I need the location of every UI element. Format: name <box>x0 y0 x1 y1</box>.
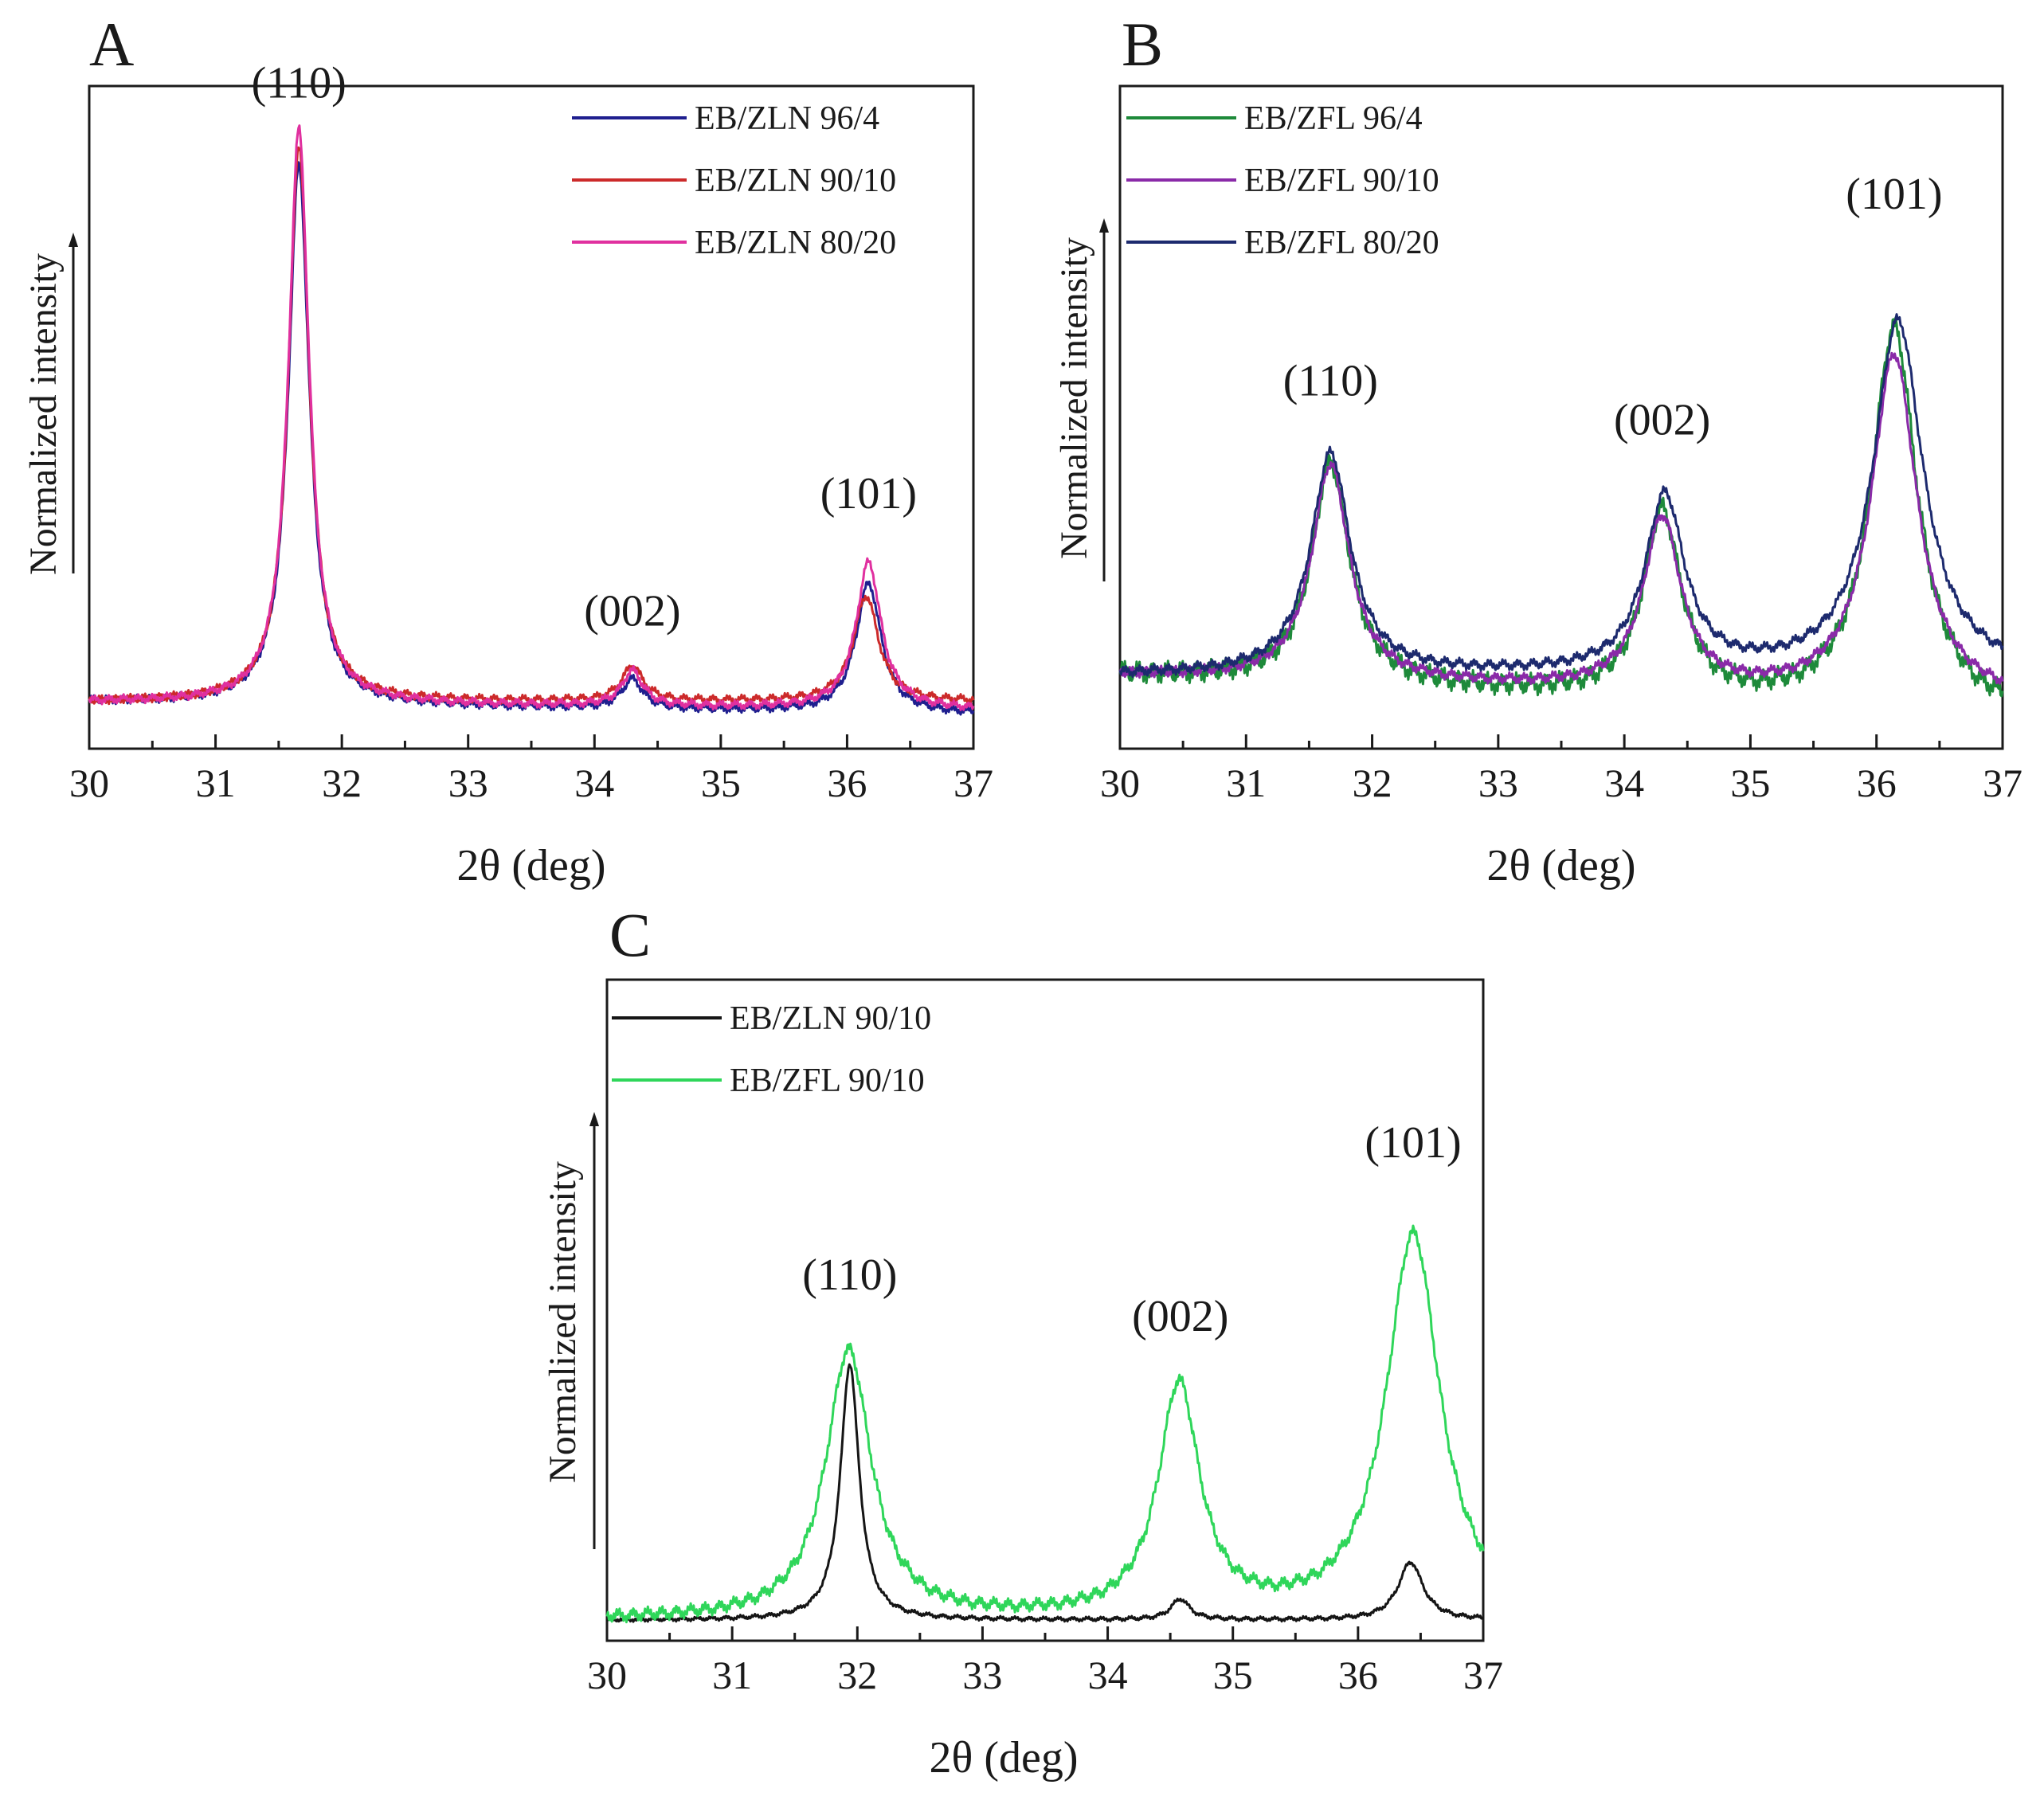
legend-label: EB/ZFL 90/10 <box>730 1062 925 1099</box>
x-tick-label: 37 <box>953 761 993 805</box>
x-tick-label: 35 <box>1730 761 1770 805</box>
x-tick-label: 30 <box>1100 761 1140 805</box>
peak-label: (002) <box>1614 396 1710 445</box>
panel-a: A 30 31 32 33 34 35 36 37 (110) (002) (101) EB/ZL… <box>22 10 993 890</box>
peak-label: (110) <box>252 59 347 108</box>
y-arrow-head-a <box>69 233 78 247</box>
x-tick-label: 36 <box>1857 761 1897 805</box>
legend-a: EB/ZLN 96/4 EB/ZLN 90/10 EB/ZLN 80/20 <box>572 100 896 261</box>
x-tick-label: 30 <box>587 1653 627 1697</box>
peak-label: (110) <box>1283 356 1378 405</box>
curves-c <box>605 1224 1485 1624</box>
x-tick-label: 37 <box>1463 1653 1503 1697</box>
peak-labels-c: (110) (002) (101) <box>802 1118 1461 1341</box>
peak-label: (002) <box>1132 1292 1228 1341</box>
peak-labels-a: (110) (002) (101) <box>252 59 917 636</box>
legend-label: EB/ZLN 90/10 <box>730 1000 931 1037</box>
legend-label: EB/ZLN 96/4 <box>695 100 879 137</box>
x-tick-label: 33 <box>448 761 488 805</box>
legend-label: EB/ZFL 96/4 <box>1244 100 1423 137</box>
peak-labels-b: (110) (002) (101) <box>1283 170 1943 444</box>
x-tick-label: 33 <box>962 1653 1002 1697</box>
peak-label: (101) <box>1365 1118 1461 1168</box>
y-arrow-head-b <box>1099 218 1109 233</box>
peak-label: (101) <box>1846 170 1942 219</box>
x-tick-label: 34 <box>1604 761 1644 805</box>
series-line <box>605 1224 1485 1624</box>
y-axis-c: Normalized intensity <box>542 1112 599 1549</box>
panel-b: B 30 31 32 33 34 35 36 37 (110) (002) (101) EB/ZF… <box>1053 10 2022 890</box>
x-tick-label: 35 <box>701 761 741 805</box>
peak-label: (101) <box>820 469 917 519</box>
x-axis-label-a: 2θ (deg) <box>457 841 606 890</box>
x-tick-label: 35 <box>1213 1653 1253 1697</box>
legend-b: EB/ZFL 96/4 EB/ZFL 90/10 EB/ZFL 80/20 <box>1126 100 1439 261</box>
legend-label: EB/ZLN 80/20 <box>695 225 896 261</box>
x-tick-label: 30 <box>69 761 109 805</box>
curves-a <box>88 124 975 716</box>
y-axis-label-a: Normalized intensity <box>22 253 65 575</box>
legend-c: EB/ZLN 90/10 EB/ZFL 90/10 <box>612 1000 931 1099</box>
x-ticks-a: 30 31 32 33 34 35 36 37 <box>69 734 993 805</box>
panel-letter-b: B <box>1122 10 1163 79</box>
series-line <box>88 124 975 711</box>
y-axis-label-c: Normalized intensity <box>542 1161 584 1483</box>
legend-label: EB/ZLN 90/10 <box>695 162 896 199</box>
x-tick-label: 36 <box>1338 1653 1378 1697</box>
x-tick-label: 31 <box>712 1653 752 1697</box>
curves-b <box>1118 313 2004 698</box>
peak-label: (110) <box>802 1250 897 1300</box>
x-tick-label: 34 <box>1088 1653 1128 1697</box>
series-line <box>1118 351 2004 685</box>
y-axis-b: Normalized intensity <box>1053 218 1109 581</box>
legend-label: EB/ZFL 90/10 <box>1244 162 1439 199</box>
y-axis-label-b: Normalized intensity <box>1053 237 1095 559</box>
series-line <box>1118 313 2004 679</box>
panel-c: C 30 31 32 33 34 35 36 37 (110) (002) (101) EB/ZL… <box>542 900 1503 1783</box>
x-tick-label: 34 <box>574 761 614 805</box>
panel-letter-c: C <box>609 900 651 969</box>
x-tick-label: 32 <box>1353 761 1392 805</box>
x-ticks-b: 30 31 32 33 34 35 36 37 <box>1100 734 2022 805</box>
x-axis-label-c: 2θ (deg) <box>930 1733 1079 1783</box>
x-tick-label: 32 <box>322 761 362 805</box>
x-tick-label: 37 <box>1983 761 2022 805</box>
legend-label: EB/ZFL 80/20 <box>1244 225 1439 261</box>
x-tick-label: 31 <box>1226 761 1266 805</box>
x-tick-label: 31 <box>196 761 236 805</box>
series-line <box>606 1363 1485 1623</box>
x-axis-label-b: 2θ (deg) <box>1487 841 1636 890</box>
x-tick-label: 36 <box>827 761 867 805</box>
x-tick-label: 32 <box>837 1653 877 1697</box>
peak-label: (002) <box>584 586 680 636</box>
x-tick-label: 33 <box>1478 761 1518 805</box>
panel-letter-a: A <box>89 10 134 79</box>
x-ticks-c: 30 31 32 33 34 35 36 37 <box>587 1626 1503 1697</box>
y-arrow-head-c <box>589 1112 599 1126</box>
y-axis-a: Normalized intensity <box>22 233 78 575</box>
